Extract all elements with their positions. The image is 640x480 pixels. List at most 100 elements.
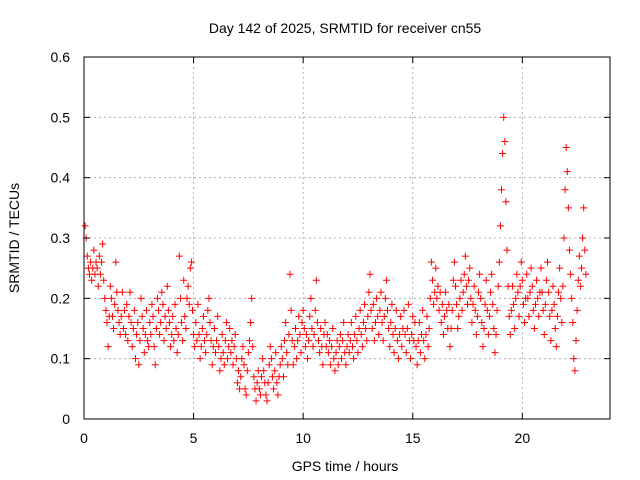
data-point: [132, 355, 140, 363]
data-point: [243, 367, 251, 375]
data-point: [304, 355, 312, 363]
data-point: [83, 252, 91, 260]
data-point: [579, 234, 587, 242]
data-point: [259, 355, 267, 363]
data-point: [336, 331, 344, 339]
data-point: [108, 312, 116, 320]
data-point: [519, 300, 527, 308]
data-point: [554, 288, 562, 296]
data-point: [454, 325, 462, 332]
data-point: [144, 337, 152, 345]
data-point: [534, 294, 542, 302]
data-point: [331, 367, 339, 375]
data-point: [373, 294, 381, 302]
data-point: [279, 373, 287, 381]
data-point: [551, 325, 559, 332]
data-point: [441, 312, 449, 320]
data-point: [129, 325, 137, 332]
data-point: [559, 282, 567, 290]
data-point: [512, 294, 520, 302]
data-point: [104, 343, 112, 351]
data-point: [226, 325, 234, 332]
data-point: [181, 312, 189, 320]
data-point: [553, 312, 561, 320]
data-point: [537, 264, 545, 272]
data-point: [515, 312, 523, 320]
data-point: [184, 282, 192, 290]
data-point: [571, 367, 579, 375]
data-point: [159, 300, 167, 308]
data-point: [101, 294, 109, 302]
data-point: [157, 318, 165, 326]
data-point: [546, 312, 554, 320]
data-point: [478, 318, 486, 326]
data-point: [505, 312, 513, 320]
data-point: [103, 318, 111, 326]
data-point: [130, 306, 138, 314]
data-point: [382, 276, 390, 284]
data-point: [556, 264, 564, 272]
data-point: [561, 186, 569, 194]
data-point: [114, 306, 122, 314]
data-point: [498, 186, 506, 194]
data-point: [111, 300, 119, 308]
data-point: [459, 288, 467, 296]
data-point: [206, 318, 214, 326]
data-point: [461, 252, 469, 260]
data-point: [408, 331, 416, 339]
y-tick-labels: 0 0.1 0.2 0.3 0.4 0.5 0.6: [51, 49, 71, 427]
data-point: [492, 331, 500, 339]
data-point: [575, 252, 583, 260]
data-point: [347, 318, 355, 326]
data-point: [521, 318, 529, 326]
data-point: [550, 300, 558, 308]
data-point: [355, 325, 363, 332]
data-point: [466, 264, 474, 272]
data-point: [88, 276, 96, 284]
data-point: [156, 331, 164, 339]
data-point: [153, 294, 161, 302]
data-point: [174, 331, 182, 339]
data-point: [213, 337, 221, 345]
y-tick-label: 0: [62, 411, 70, 427]
data-point: [496, 222, 504, 230]
data-point: [136, 337, 144, 345]
data-point: [323, 331, 331, 339]
x-tick-label: 20: [515, 430, 531, 446]
data-point: [377, 288, 385, 296]
data-point: [230, 343, 238, 351]
data-point: [208, 361, 216, 369]
data-point: [217, 355, 225, 363]
data-point: [342, 361, 350, 369]
data-point: [390, 349, 398, 357]
data-point: [335, 343, 343, 351]
data-point: [139, 325, 147, 332]
data-point: [384, 306, 392, 314]
data-point: [262, 391, 270, 399]
data-point: [370, 337, 378, 345]
data-point: [249, 343, 257, 351]
data-point: [171, 300, 179, 308]
data-point: [299, 306, 307, 314]
data-point: [469, 300, 477, 308]
data-point: [479, 343, 487, 351]
data-point: [389, 331, 397, 339]
data-point: [294, 337, 302, 345]
data-point: [329, 325, 337, 332]
data-point: [128, 343, 136, 351]
data-point: [506, 331, 514, 339]
data-point: [564, 204, 572, 212]
data-point: [535, 312, 543, 320]
data-point: [563, 168, 571, 176]
data-point: [544, 258, 552, 266]
data-point: [457, 276, 465, 284]
data-point: [432, 264, 440, 272]
data-point: [437, 318, 445, 326]
data-point: [229, 361, 237, 369]
data-point: [191, 343, 199, 351]
y-axis-label: SRMTID / TECUs: [6, 183, 22, 293]
x-tick-label: 5: [190, 430, 198, 446]
data-point: [245, 337, 253, 345]
data-point: [495, 258, 503, 266]
